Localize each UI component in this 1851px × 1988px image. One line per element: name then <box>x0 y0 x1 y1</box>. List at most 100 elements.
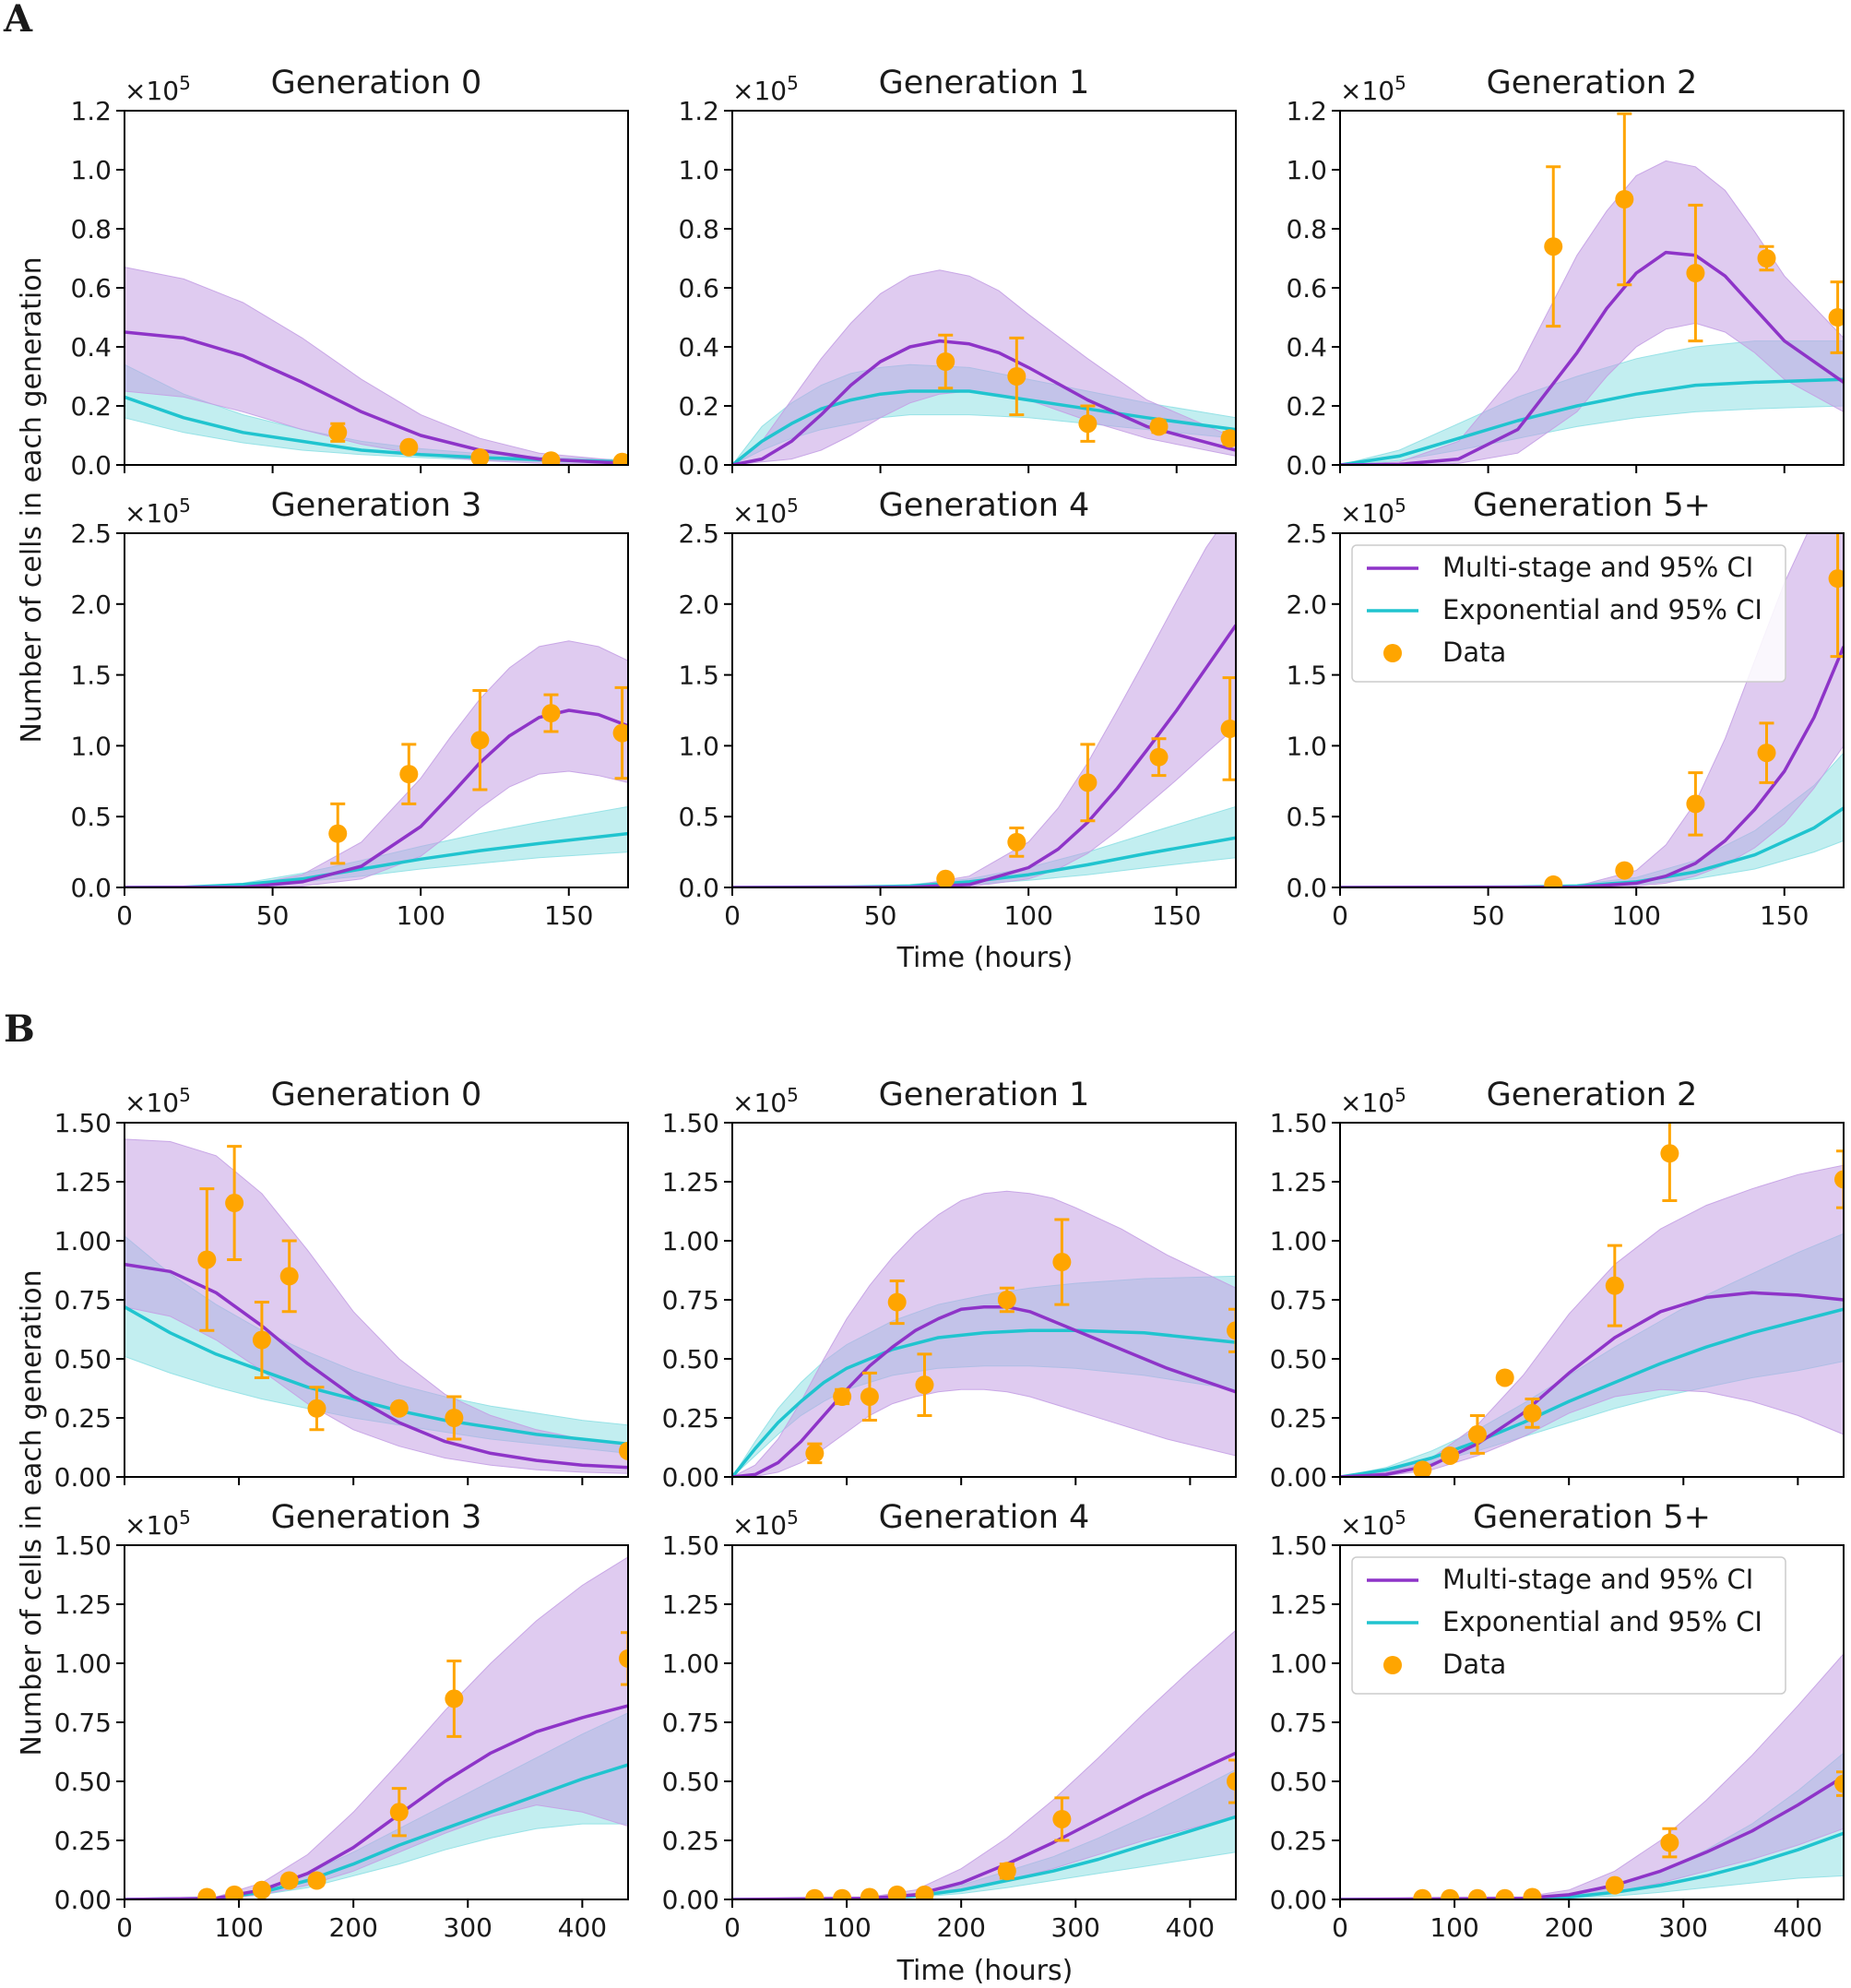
y-tick-label: 0.75 <box>54 1285 112 1315</box>
y-tick-label: 0.8 <box>678 214 719 244</box>
data-point <box>328 423 348 442</box>
data-point <box>389 1399 409 1418</box>
subplot-title: Generation 2 <box>1487 65 1698 101</box>
y-tick-label: 1.00 <box>662 1649 719 1679</box>
data-point <box>389 1803 409 1822</box>
y-multiplier: ×105 <box>125 1084 191 1118</box>
x-tick-label: 100 <box>214 1912 263 1943</box>
y-tick-label: 0.75 <box>1270 1708 1327 1738</box>
plot-area <box>125 1556 628 1899</box>
data-point <box>445 1409 464 1427</box>
data-point <box>887 1885 907 1899</box>
multiplier-exponent: 5 <box>1394 72 1406 94</box>
subplot-a-4: 0.0 0.5 1.0 1.5 2.0 2.5 0 50 100 150 ×105 Generatio… <box>678 487 1237 931</box>
subplot-a-1: 0.0 0.2 0.4 0.6 0.8 1.0 1.2 ×105 Generation 1 <box>678 65 1237 481</box>
multiplier-exponent: 5 <box>179 72 191 94</box>
plot-area <box>732 269 1236 465</box>
subplot-title: Generation 3 <box>271 487 482 524</box>
y-tick-label: 1.5 <box>1286 661 1327 691</box>
data-point <box>1007 367 1026 386</box>
panel-letter-a: A <box>3 0 33 41</box>
y-axis-label-b: Number of cells in each generation <box>16 1269 48 1756</box>
data-point <box>1605 1276 1624 1295</box>
data-point <box>997 1291 1016 1309</box>
subplot-a-5: 0.0 0.5 1.0 1.5 2.0 2.5 0 50 100 150 ×105 Generatio… <box>1286 487 1845 931</box>
y-tick-label: 2.5 <box>678 518 719 549</box>
x-tick-label: 0 <box>1332 1912 1348 1943</box>
multiplier-base: ×10 <box>1340 1088 1394 1118</box>
data-point <box>915 1375 934 1395</box>
data-point <box>252 1880 271 1899</box>
legend: Multi-stage and 95% CI Exponential and 95… <box>1351 544 1786 683</box>
x-tick-label: 300 <box>444 1912 492 1943</box>
y-tick-label: 1.50 <box>662 1108 719 1138</box>
exponential-line <box>1340 1307 1844 1477</box>
y-tick-label: 1.0 <box>1286 155 1327 185</box>
data-point <box>860 1887 879 1899</box>
multiplier-exponent: 5 <box>787 1506 799 1529</box>
y-tick-label: 0.6 <box>678 273 719 304</box>
y-tick-label: 0.5 <box>678 802 719 832</box>
y-tick-label: 0.00 <box>1270 1885 1327 1915</box>
y-tick-label: 1.0 <box>678 731 719 761</box>
x-tick-label: 100 <box>822 1912 871 1943</box>
data-point <box>1227 1772 1236 1791</box>
y-tick-label: 0.0 <box>1286 450 1327 481</box>
multiplier-exponent: 5 <box>787 494 799 517</box>
multiplier-base: ×10 <box>125 498 179 529</box>
multiplier-base: ×10 <box>732 498 787 529</box>
plot-area <box>1340 533 1844 887</box>
x-tick-label: 150 <box>544 900 593 931</box>
y-tick-label: 1.00 <box>54 1226 112 1256</box>
data-point <box>445 1689 464 1708</box>
x-tick-label: 200 <box>328 1912 377 1943</box>
multiplier-base: ×10 <box>125 76 179 106</box>
y-tick-label: 1.25 <box>662 1167 719 1197</box>
y-multiplier: ×105 <box>125 494 191 529</box>
data-point <box>1078 773 1098 792</box>
x-tick-label: 200 <box>1544 1912 1593 1943</box>
y-tick-label: 1.00 <box>1270 1649 1327 1679</box>
y-tick-label: 1.50 <box>1270 1530 1327 1561</box>
legend-label: Multi-stage and 95% CI <box>1442 552 1753 583</box>
multi-stage-line <box>1340 250 1844 465</box>
y-tick-label: 1.50 <box>54 1108 112 1138</box>
data-point <box>1467 1888 1487 1899</box>
subplot-b-4: 0.00 0.25 0.50 0.75 1.00 1.25 1.50 0 100 200 300 40… <box>662 1499 1237 1943</box>
subplot-title: Generation 0 <box>271 1077 482 1113</box>
y-multiplier: ×105 <box>1340 1506 1406 1541</box>
y-tick-label: 1.2 <box>1286 96 1327 126</box>
data-point <box>197 1887 217 1899</box>
y-tick-label: 0.75 <box>1270 1285 1327 1315</box>
y-tick-label: 1.50 <box>54 1530 112 1561</box>
y-tick-label: 1.25 <box>1270 1589 1327 1620</box>
multi-stage-ci-band <box>125 267 628 465</box>
y-tick-label: 1.25 <box>662 1589 719 1620</box>
y-axis-label-a: Number of cells in each generation <box>16 256 48 743</box>
data-point <box>1467 1424 1487 1444</box>
y-tick-label: 0.25 <box>1270 1826 1327 1856</box>
y-multiplier: ×105 <box>732 72 799 106</box>
y-multiplier: ×105 <box>125 1506 191 1541</box>
data-point <box>1149 417 1169 436</box>
legend: Multi-stage and 95% CI Exponential and 95… <box>1351 1556 1786 1695</box>
axes-frame <box>731 532 1237 888</box>
y-tick-label: 2.5 <box>1286 518 1327 549</box>
multiplier-exponent: 5 <box>1394 1084 1406 1106</box>
y-tick-label: 0.25 <box>54 1403 112 1434</box>
subplot-title: Generation 2 <box>1487 1077 1698 1113</box>
multiplier-base: ×10 <box>1340 76 1394 106</box>
data-point <box>197 1250 217 1269</box>
data-point <box>1220 719 1236 738</box>
data-point <box>328 824 348 843</box>
axes-frame <box>1339 532 1845 888</box>
multiplier-exponent: 5 <box>179 1084 191 1106</box>
y-tick-label: 1.00 <box>54 1649 112 1679</box>
data-point <box>1757 249 1776 268</box>
data-point <box>541 704 561 723</box>
y-tick-label: 0.0 <box>678 873 719 903</box>
data-point <box>1686 264 1705 282</box>
data-point <box>1495 1368 1514 1387</box>
multiplier-base: ×10 <box>732 1510 787 1541</box>
data-point <box>619 1441 628 1460</box>
